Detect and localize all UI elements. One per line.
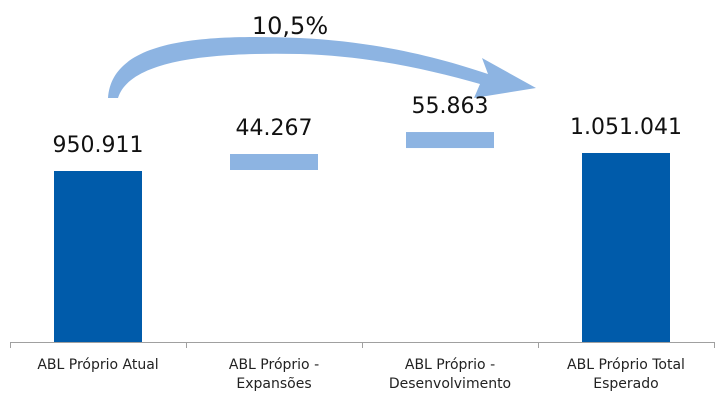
growth-arrow — [108, 37, 536, 98]
category-label-4: ABL Próprio Total Esperado — [567, 357, 685, 392]
data-label-1: 950.911 — [52, 133, 144, 158]
data-label-3: 55.863 — [411, 94, 489, 120]
bar-3 — [406, 132, 494, 149]
growth-percentage-label: 10,5% — [251, 12, 329, 40]
bar-1 — [54, 171, 142, 342]
category-label-3: ABL Próprio - Desenvolvimento — [388, 357, 512, 392]
bar-4 — [582, 152, 670, 342]
data-label-4: 1.051.041 — [570, 114, 682, 140]
data-label-2: 44.267 — [235, 116, 313, 141]
bar-2 — [230, 154, 318, 170]
category-label-2: ABL Próprio - Expansões — [228, 357, 320, 392]
category-label-1: ABL Próprio Atual — [37, 357, 159, 373]
